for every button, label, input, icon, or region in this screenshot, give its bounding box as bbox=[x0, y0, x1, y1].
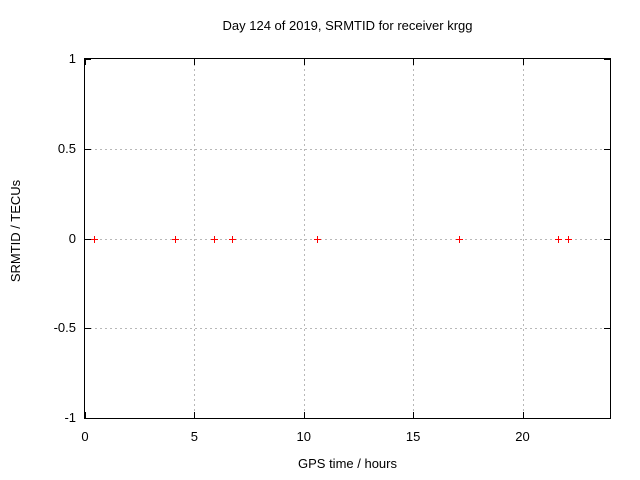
x-tick-bottom bbox=[85, 412, 86, 418]
y-tick-right bbox=[604, 328, 610, 330]
x-axis-label: GPS time / hours bbox=[298, 456, 397, 471]
data-point-marker bbox=[211, 235, 219, 243]
y-gridline bbox=[85, 238, 610, 240]
y-tick-label: -0.5 bbox=[53, 320, 76, 336]
x-tick-bottom bbox=[194, 412, 196, 418]
marker-vbar bbox=[568, 235, 570, 243]
y-tick-left bbox=[85, 238, 91, 240]
y-tick-label: 1 bbox=[68, 51, 76, 66]
x-tick-bottom bbox=[413, 412, 415, 418]
x-tick-label: 0 bbox=[81, 429, 89, 444]
y-gridline bbox=[85, 148, 610, 150]
data-point-marker bbox=[456, 235, 464, 243]
marker-vbar bbox=[557, 235, 559, 243]
data-point-marker bbox=[228, 235, 236, 243]
x-tick-bottom bbox=[303, 412, 305, 418]
chart-title: Day 124 of 2019, SRMTID for receiver krg… bbox=[222, 18, 473, 33]
marker-vbar bbox=[459, 235, 461, 243]
x-tick-bottom bbox=[522, 412, 524, 418]
y-tick-left bbox=[85, 148, 91, 150]
x-tick-top bbox=[194, 59, 196, 65]
x-tick-top bbox=[85, 59, 86, 65]
y-tick-right bbox=[604, 238, 610, 240]
y-tick-left bbox=[85, 418, 91, 419]
y-tick-right bbox=[604, 148, 610, 150]
x-tick-label: 10 bbox=[296, 429, 311, 444]
y-tick-left bbox=[85, 59, 91, 60]
data-point-marker bbox=[90, 235, 98, 243]
marker-vbar bbox=[214, 235, 216, 243]
y-tick-right bbox=[604, 59, 610, 60]
plot-area bbox=[84, 58, 611, 419]
y-tick-right bbox=[604, 418, 610, 419]
marker-vbar bbox=[174, 235, 176, 243]
x-tick-top bbox=[522, 59, 524, 65]
data-point-marker bbox=[171, 235, 179, 243]
x-tick-top bbox=[413, 59, 415, 65]
data-point-marker bbox=[554, 235, 562, 243]
data-point-marker bbox=[565, 235, 573, 243]
y-tick-label: -1 bbox=[64, 410, 76, 425]
y-tick-label: 0.5 bbox=[57, 140, 76, 156]
y-tick-left bbox=[85, 328, 91, 330]
x-tick-label: 20 bbox=[515, 429, 530, 444]
x-tick-label: 5 bbox=[190, 429, 198, 444]
marker-vbar bbox=[316, 235, 318, 243]
y-gridline bbox=[85, 328, 610, 330]
y-tick-label: 0 bbox=[68, 230, 76, 246]
x-tick-label: 15 bbox=[405, 429, 421, 444]
marker-vbar bbox=[231, 235, 233, 243]
data-point-marker bbox=[313, 235, 321, 243]
marker-vbar bbox=[93, 235, 95, 243]
x-tick-top bbox=[303, 59, 305, 65]
